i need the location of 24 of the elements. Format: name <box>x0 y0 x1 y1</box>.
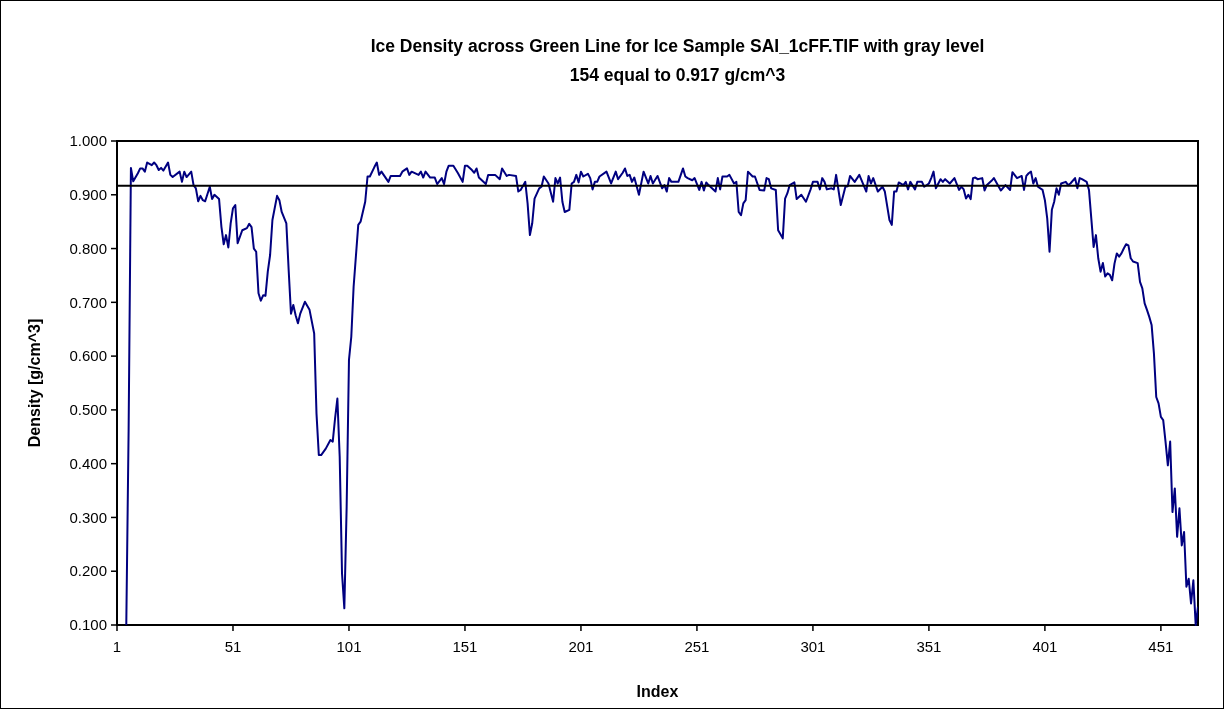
y-tick-label: 0.500 <box>69 401 107 419</box>
y-tick-label: 0.700 <box>69 293 107 311</box>
y-tick-label: 0.600 <box>69 347 107 365</box>
line-series <box>125 161 1198 626</box>
x-tick-label: 1 <box>112 638 122 655</box>
y-tick-label: 0.200 <box>69 562 107 580</box>
x-tick-label: 151 <box>452 638 478 655</box>
y-tick-label: 1.000 <box>69 132 107 150</box>
y-tick-label: 0.900 <box>69 186 107 204</box>
x-tick-label: 51 <box>224 638 242 655</box>
x-axis-title: Index <box>636 683 679 700</box>
y-tick-label: 0.100 <box>69 616 107 634</box>
y-tick-label: 0.300 <box>69 508 107 526</box>
y-tick-label: 0.800 <box>69 239 107 257</box>
y-tick-label: 0.400 <box>69 454 107 472</box>
x-tick-label: 251 <box>684 638 710 655</box>
x-tick-label: 101 <box>336 638 362 655</box>
x-tick-label: 201 <box>568 638 594 655</box>
x-tick-label: 401 <box>1032 638 1058 655</box>
x-tick-label: 351 <box>916 638 942 655</box>
chart-title: Ice Density across Green Line for Ice Sample SAI_1cFF.TIF with gray level 154 equal to 0.917 g/cm^3 <box>370 36 985 85</box>
x-tick-label: 451 <box>1148 638 1174 655</box>
y-axis-title: Density [g/cm^3] <box>26 318 43 448</box>
x-tick-label: 301 <box>800 638 826 655</box>
